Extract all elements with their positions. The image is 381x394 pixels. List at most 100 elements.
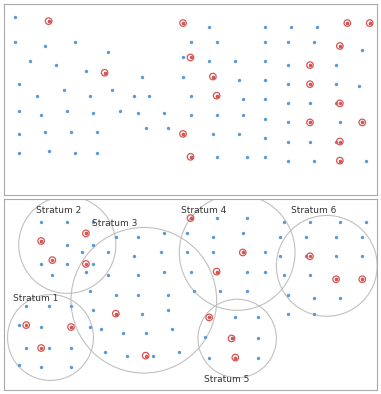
Point [285, 100, 291, 106]
Point [117, 108, 123, 114]
Point [187, 154, 194, 160]
Point [86, 324, 93, 330]
Point [337, 100, 343, 106]
Point [38, 345, 44, 351]
Point [311, 39, 317, 45]
Point [187, 54, 194, 61]
Point [285, 138, 291, 145]
Point [94, 129, 100, 135]
Point [142, 353, 149, 359]
Point [184, 249, 190, 256]
Point [187, 215, 194, 221]
Point [363, 158, 369, 164]
Point [303, 234, 309, 240]
Point [363, 219, 369, 225]
Point [187, 39, 194, 45]
Point [337, 158, 343, 164]
Point [240, 249, 246, 256]
Point [113, 292, 119, 298]
Point [277, 234, 283, 240]
Point [262, 39, 268, 45]
Point [113, 310, 119, 317]
Point [23, 322, 29, 328]
Point [64, 261, 70, 267]
Point [27, 58, 33, 65]
Point [105, 48, 111, 55]
Point [285, 62, 291, 68]
Point [53, 62, 59, 68]
Point [285, 81, 291, 87]
Point [285, 158, 291, 164]
Point [202, 333, 208, 340]
Point [46, 18, 52, 24]
Point [337, 138, 343, 145]
Point [214, 268, 220, 275]
Point [307, 62, 313, 68]
Point [142, 125, 149, 131]
Point [232, 355, 239, 361]
Point [337, 43, 343, 49]
Point [38, 261, 44, 267]
Point [359, 253, 365, 260]
Point [113, 310, 119, 317]
Point [262, 24, 268, 30]
Point [38, 112, 44, 118]
Point [262, 135, 268, 141]
Point [38, 364, 44, 370]
Point [165, 307, 171, 313]
Point [187, 93, 194, 99]
Point [333, 253, 339, 260]
Point [46, 148, 52, 154]
Point [23, 322, 29, 328]
Point [262, 249, 268, 256]
Point [262, 58, 268, 65]
Point [135, 234, 141, 240]
Point [243, 268, 250, 275]
Point [102, 70, 108, 76]
Point [281, 219, 287, 225]
Point [307, 272, 313, 279]
Point [83, 68, 89, 74]
Point [359, 276, 365, 282]
Point [86, 93, 93, 99]
Point [23, 303, 29, 309]
Point [180, 131, 186, 137]
Point [12, 14, 18, 20]
Point [131, 253, 138, 260]
Point [307, 138, 313, 145]
Point [240, 249, 246, 256]
Point [337, 100, 343, 106]
Point [42, 43, 48, 49]
Point [337, 295, 343, 301]
Point [90, 261, 96, 267]
Point [16, 131, 22, 137]
Point [64, 242, 70, 248]
Point [367, 20, 373, 26]
Point [68, 324, 74, 330]
Point [232, 314, 239, 321]
Point [38, 238, 44, 244]
Point [307, 62, 313, 68]
Point [64, 108, 70, 114]
Point [255, 314, 261, 321]
Point [102, 70, 108, 76]
Point [240, 97, 246, 103]
Point [285, 119, 291, 126]
Point [187, 154, 194, 160]
Point [83, 261, 89, 267]
Point [139, 310, 145, 317]
Point [311, 158, 317, 164]
Point [113, 234, 119, 240]
Point [46, 18, 52, 24]
Point [49, 257, 55, 263]
Point [307, 100, 313, 106]
Point [42, 129, 48, 135]
Point [38, 345, 44, 351]
Point [49, 272, 55, 279]
Point [139, 73, 145, 80]
Point [243, 288, 250, 294]
Point [206, 314, 212, 321]
Point [307, 253, 313, 260]
Point [210, 131, 216, 137]
Point [16, 362, 22, 368]
